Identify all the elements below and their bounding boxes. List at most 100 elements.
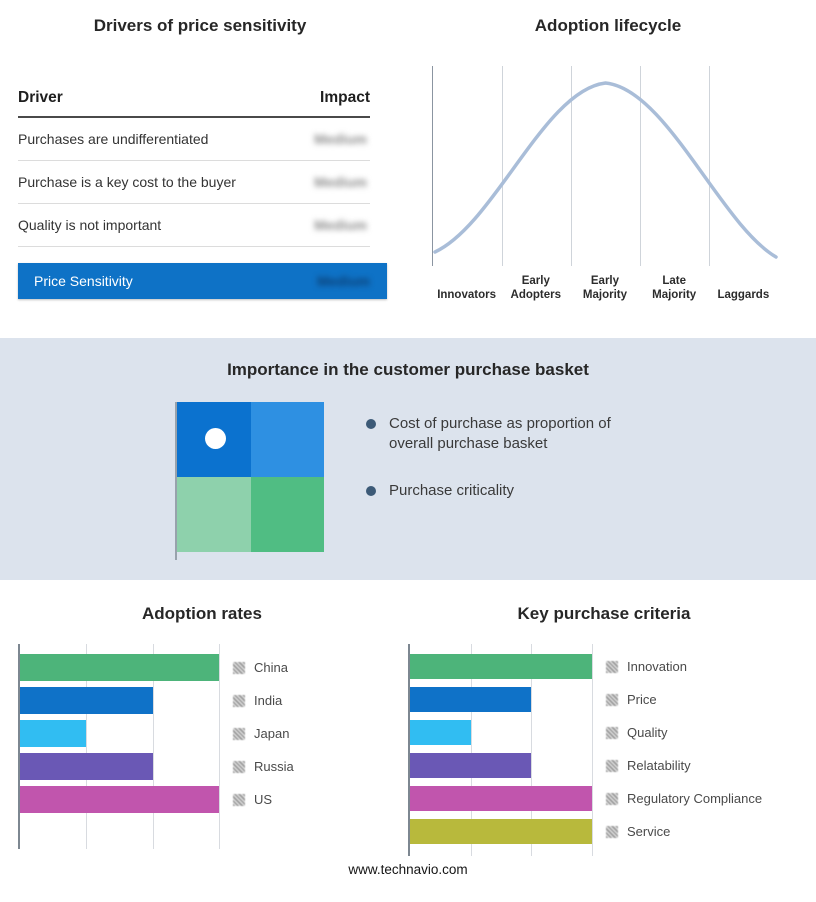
top-section: Drivers of price sensitivity Driver Impa… [0,0,816,338]
gridline [640,66,641,266]
gridline [571,66,572,266]
legend-item: India [233,687,294,714]
list-item: Purchase criticality [366,481,641,501]
price-sensitivity-label: Price Sensitivity [34,273,133,289]
adoption-rates-title: Adoption rates [142,604,262,623]
legend-label: Relatability [627,758,691,773]
legend-item: Japan [233,720,294,747]
legend-item: China [233,654,294,681]
basket-content: Cost of purchase as proportion of overal… [0,402,816,560]
gridline [592,644,593,856]
bullet-icon [366,485,376,496]
bar-innovation [410,654,592,679]
stage-label: Laggards [717,289,770,302]
legend-label: Quality [627,725,668,740]
price-sensitivity-row: Price Sensitivity Medium [18,263,387,299]
legend-label: Regulatory Compliance [627,791,763,806]
legend-swatch-icon [233,694,245,707]
legend-label: Russia [254,759,294,774]
gridline [152,644,154,849]
legend-item: US [233,786,294,813]
adoption-curve [433,81,778,259]
legend-label: Innovation [627,659,687,674]
gridline [86,644,88,849]
legend-swatch-icon [233,727,245,740]
legend-swatch-icon [606,759,618,772]
purchase-basket-band: Importance in the customer purchase bask… [0,338,816,580]
col-driver: Driver [18,89,63,106]
stage-label: Innovators [437,289,496,302]
lifecycle-plot [432,66,778,266]
key-purchase-criteria-chart: Key purchase criteria Innovation [408,604,800,856]
table-row: Quality is not important Medium [18,204,370,247]
drivers-table: Driver Impact Purchases are undifferenti… [18,89,370,247]
stage-label: Early Majority [582,275,628,302]
quadrant-graphic [177,402,324,552]
bullet-text: Cost of purchase as proportion of overal… [389,415,611,453]
col-impact: Impact [320,89,370,106]
bar-russia [20,753,153,780]
adoption-rates-chart: Adoption rates China [18,604,386,856]
legend-label: Price [627,692,657,707]
legend-label: Service [627,824,671,839]
bar-service [410,819,592,844]
bullet-icon [366,419,376,429]
legend-swatch-icon [233,760,245,773]
table-row: Purchases are undifferentiated Medium [18,118,370,161]
legend-item: Innovation [606,654,762,679]
bottom-section: Adoption rates China [0,580,816,856]
quadrant-top-right [251,402,324,477]
key-purchase-criteria-legend: Innovation Price Quality Relatability Re… [606,644,762,856]
legend-swatch-icon [233,661,245,674]
stage-label: Late Majority [652,275,697,302]
legend-label: China [254,660,288,675]
legend-item: Regulatory Compliance [606,786,762,811]
bar-china [20,654,219,681]
legend-item: Service [606,819,762,844]
key-purchase-criteria-body: Innovation Price Quality Relatability Re… [408,644,800,856]
adoption-rates-legend: China India Japan Russia US [233,644,294,849]
legend-label: India [254,693,283,708]
legend-item: Relatability [606,753,762,778]
bar-plot [18,644,220,849]
table-header: Driver Impact [18,89,370,118]
adoption-curve-path [433,81,778,259]
bars [20,654,219,813]
legend-swatch-icon [606,693,618,706]
lifecycle-title: Adoption lifecycle [534,16,682,35]
legend-label: US [254,792,273,807]
legend-item: Quality [606,720,762,745]
bar-india [20,687,153,714]
legend-swatch-icon [606,792,618,805]
driver-cell: Purchase is a key cost to the buyer [18,174,236,190]
legend-item: Russia [233,753,294,780]
basket-title: Importance in the customer purchase bask… [227,360,589,379]
bars [410,654,592,844]
impact-value: Medium [314,217,367,233]
impact-value: Medium [314,131,367,147]
gridline [531,644,533,856]
key-purchase-criteria-title: Key purchase criteria [517,604,691,623]
bullet-text: Purchase criticality [389,481,515,499]
footer-url: www.technavio.com [348,862,468,877]
quadrant-bottom-right [251,477,324,552]
lifecycle-panel: Adoption lifecycle Innovators Early Adop… [400,0,816,338]
basket-bullets: Cost of purchase as proportion of overal… [366,402,641,501]
stage-label: Early Adopters [510,275,562,302]
gridline [219,644,220,849]
drivers-title: Drivers of price sensitivity [93,16,307,35]
bar-us [20,786,219,813]
price-sensitivity-value: Medium [317,273,370,289]
bar-price [410,687,532,712]
lifecycle-stage-labels: Innovators Early Adopters Early Majority… [432,274,778,302]
impact-value: Medium [314,174,367,190]
gridline [709,66,710,266]
legend-swatch-icon [606,726,618,739]
quadrant-axis [175,402,324,560]
gridline [470,644,472,856]
bar-plot [408,644,593,856]
position-marker-icon [205,428,226,449]
legend-label: Japan [254,726,290,741]
legend-item: Price [606,687,762,712]
bar-quality [410,720,471,745]
